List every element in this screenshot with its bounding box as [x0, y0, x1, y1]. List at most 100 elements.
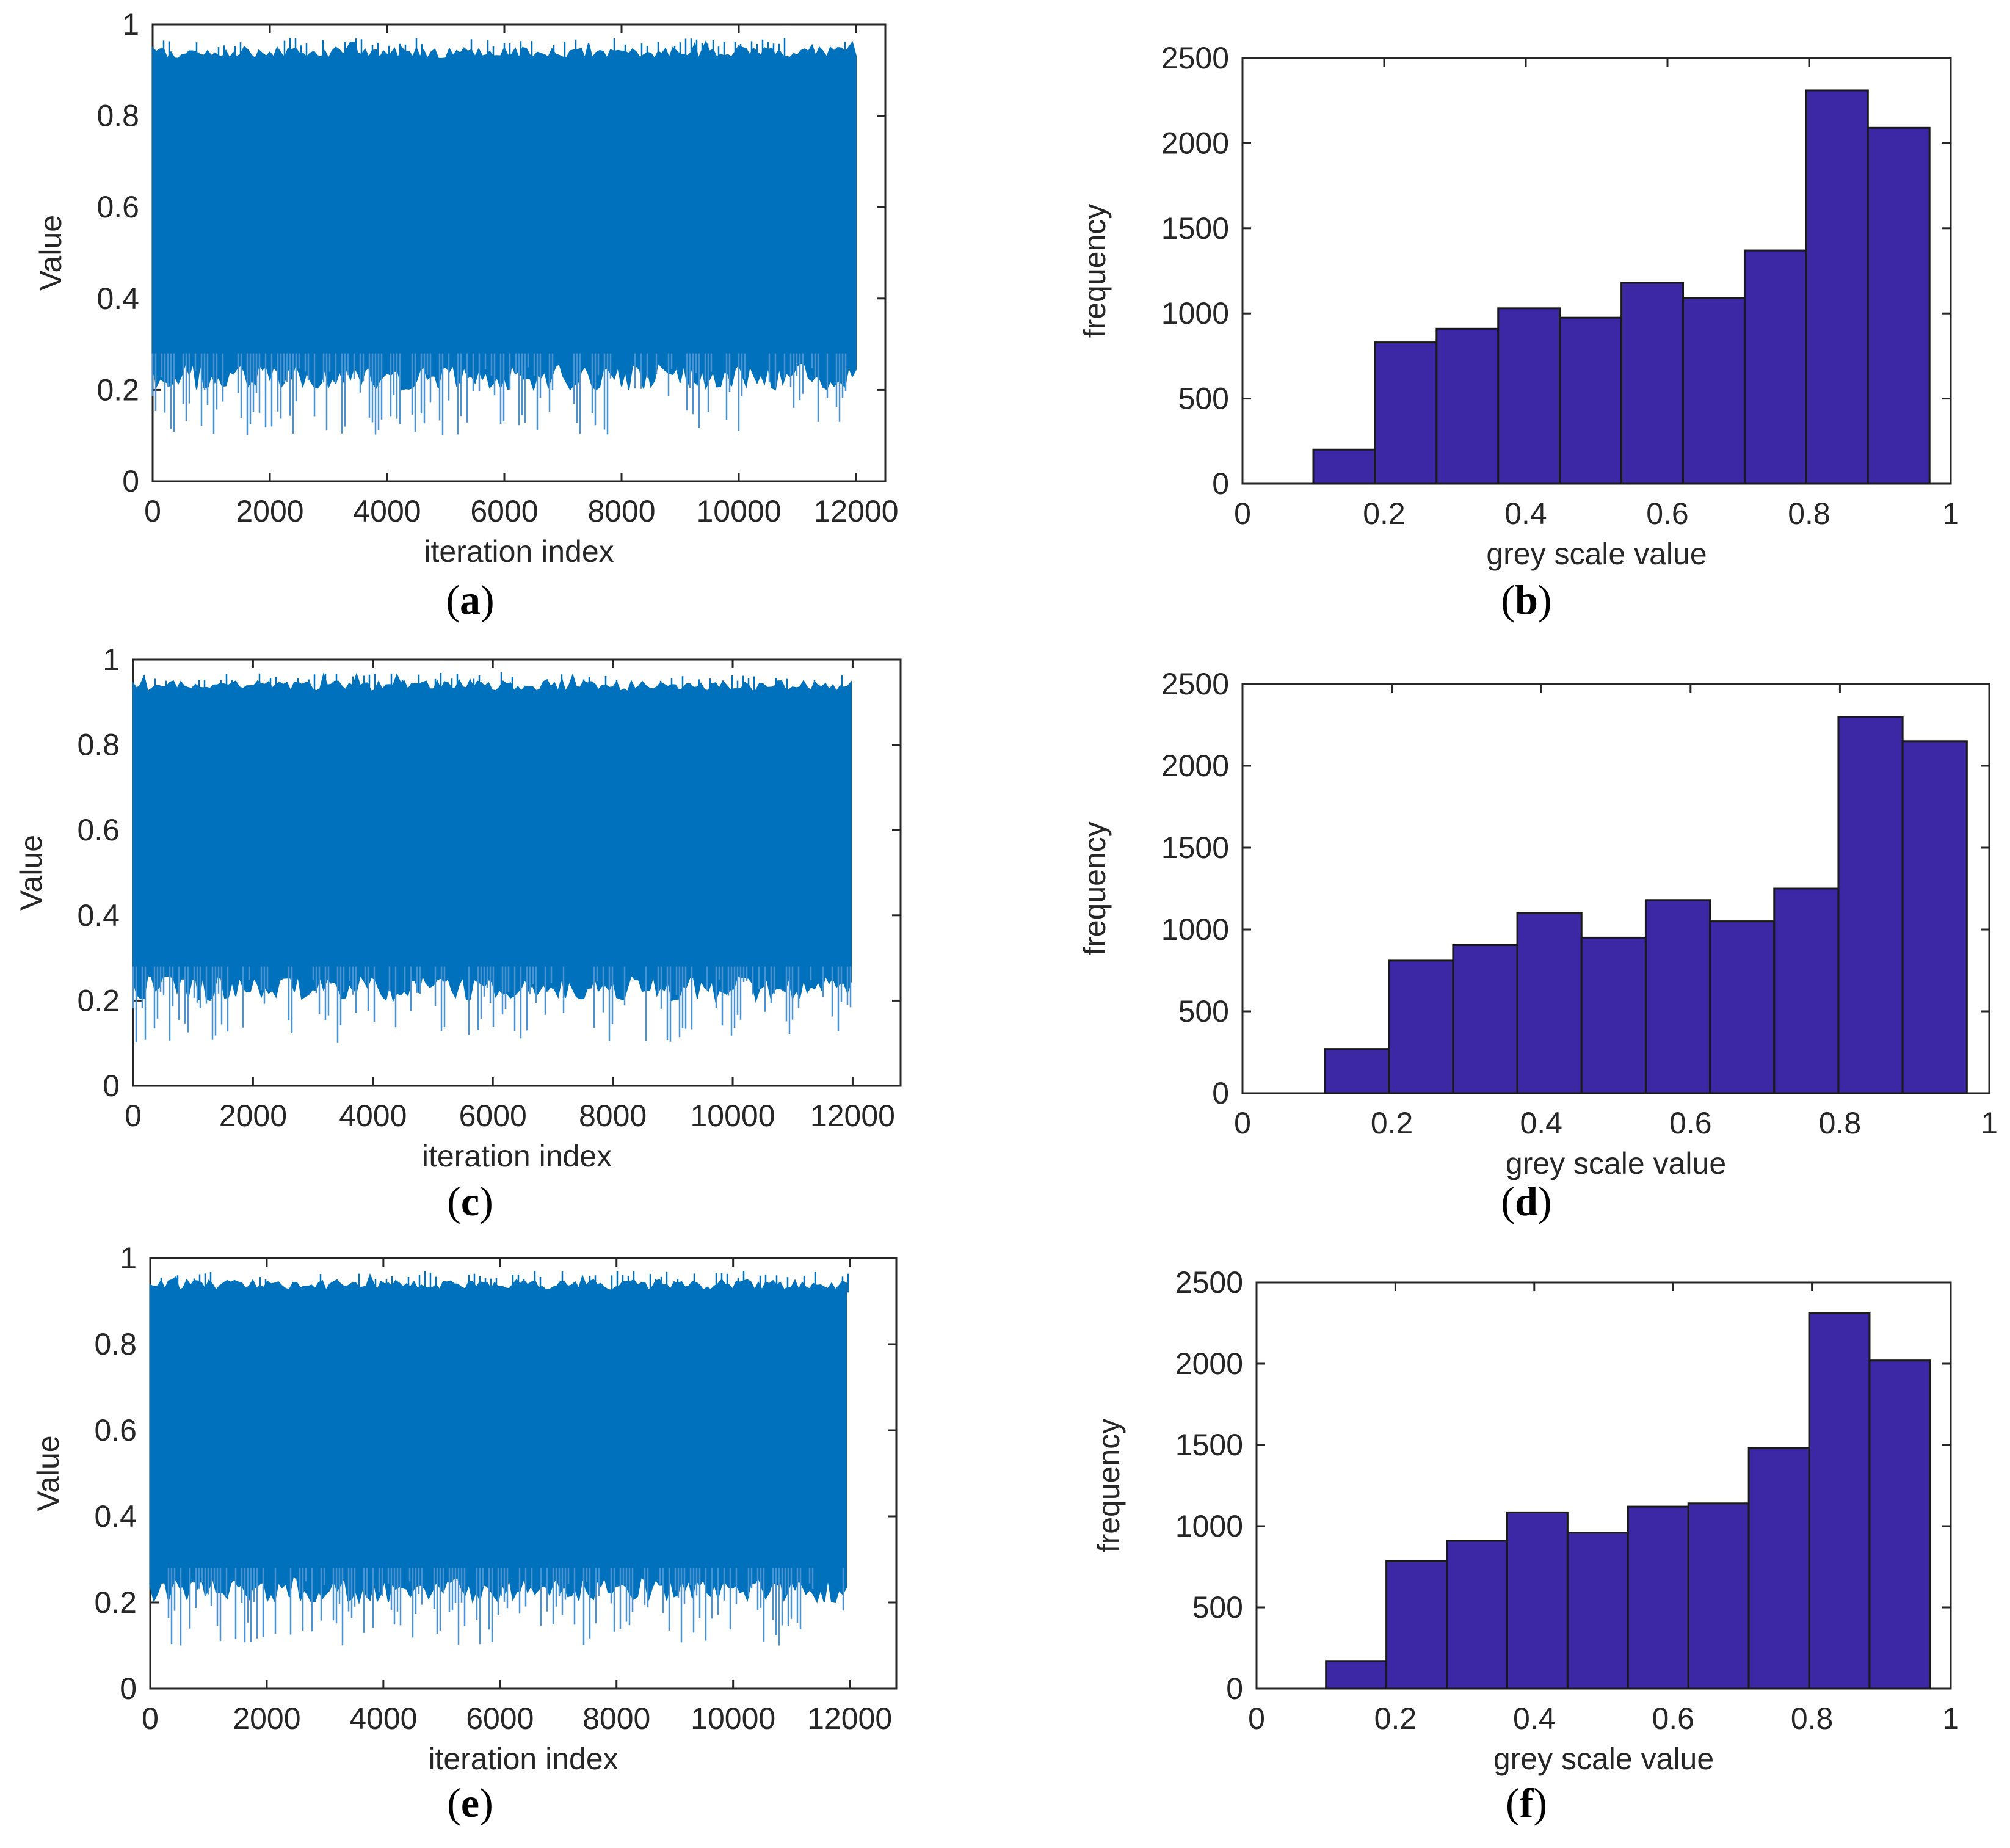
chart-panel-a: 0 2000 4000 6000 8000 10000 12000 0 0.2 0.4 0.6 0.8… [34, 7, 899, 623]
histogram-bar [1385, 1560, 1448, 1690]
trace-low-excursions [151, 353, 847, 435]
x-axis-title: grey scale value [1486, 537, 1707, 571]
histogram-bar [1435, 327, 1500, 485]
y-tick-label: 0.4 [96, 282, 139, 316]
x-tick-label: 0.2 [1374, 1701, 1417, 1736]
chart-panel-b: 0 0.2 0.4 0.6 0.8 1 0 500 1000 1500 2000 2500 grey s… [1078, 41, 1959, 623]
histogram-bar [1374, 341, 1438, 485]
chart-panel-c: 0 2000 4000 6000 8000 10000 12000 0 0.2 0.4 0.6 0.8… [14, 642, 902, 1224]
y-tick-label: 2000 [1161, 749, 1229, 783]
y-tick-label: 500 [1178, 994, 1229, 1028]
y-tick-label: 0.6 [96, 190, 139, 224]
x-tick-label: 4000 [339, 1099, 407, 1133]
histogram-bar [1867, 126, 1931, 485]
y-tick-label: 0 [1226, 1672, 1243, 1706]
x-axis-title: iteration index [428, 1742, 618, 1776]
histogram-bar [1837, 716, 1904, 1094]
x-axis-title: iteration index [424, 534, 614, 569]
y-axis-title: frequency [1078, 204, 1112, 338]
y-tick-label: 1000 [1175, 1509, 1243, 1543]
x-tick-label: 2000 [233, 1701, 300, 1736]
y-tick-label: 0 [122, 464, 139, 498]
histogram-bar [1709, 920, 1776, 1094]
x-tick-label: 2000 [219, 1099, 287, 1133]
panel-label: (a) [446, 577, 494, 623]
y-tick-label: 2500 [1175, 1265, 1243, 1300]
x-tick-label: 0.2 [1363, 497, 1406, 531]
y-tick-label: 0.4 [77, 898, 120, 933]
x-tick-label: 8000 [587, 494, 655, 528]
y-tick-label: 1 [103, 642, 120, 677]
y-tick-label: 500 [1178, 382, 1229, 416]
x-tick-label: 0 [142, 1701, 159, 1736]
trace-high-excursions [162, 38, 846, 61]
x-tick-label: 10000 [696, 494, 781, 528]
x-tick-label: 8000 [579, 1099, 647, 1133]
x-tick-label: 0.4 [1504, 497, 1547, 531]
histogram-bar [1901, 740, 1968, 1094]
y-tick-label: 500 [1192, 1590, 1243, 1624]
x-tick-label: 6000 [459, 1099, 527, 1133]
histogram-bar [1805, 89, 1869, 485]
x-tick-label: 0.6 [1669, 1106, 1712, 1140]
x-tick-label: 0 [1234, 497, 1251, 531]
histogram-bar [1324, 1048, 1390, 1094]
x-tick-label: 6000 [470, 494, 538, 528]
y-tick-label: 2000 [1161, 126, 1229, 160]
x-tick-label: 0 [1234, 1106, 1251, 1140]
histogram-bar [1566, 1532, 1629, 1690]
histogram-bar [1868, 1359, 1931, 1690]
x-tick-label: 0.8 [1788, 497, 1830, 531]
y-tick-label: 0 [1212, 467, 1229, 501]
chart-panel-e: 0 2000 4000 6000 8000 10000 12000 0 0.2 0.4 0.6 0.8… [31, 1241, 898, 1826]
panel-label: (b) [1501, 577, 1551, 623]
y-tick-label: 2000 [1175, 1347, 1243, 1381]
histogram-bar [1452, 944, 1518, 1094]
y-tick-label: 0.2 [94, 1585, 137, 1620]
trace-band [150, 1273, 847, 1605]
x-tick-label: 10000 [691, 1099, 775, 1133]
trace-low-excursions [167, 1568, 844, 1646]
histogram-bar [1773, 887, 1840, 1094]
histogram-bar [1559, 316, 1623, 485]
y-tick-label: 0 [103, 1069, 120, 1103]
histogram-bar [1325, 1660, 1388, 1690]
chart-panel-d: 0 0.2 0.4 0.6 0.8 1 0 500 1000 1500 2000 2500 grey s… [1078, 667, 1998, 1224]
y-tick-label: 0.2 [96, 373, 139, 407]
x-tick-label: 0.8 [1819, 1106, 1862, 1140]
histogram-bar [1682, 297, 1746, 485]
histogram-bar [1580, 936, 1647, 1094]
x-tick-label: 0 [1248, 1701, 1265, 1736]
y-tick-label: 1500 [1161, 211, 1229, 246]
x-tick-label: 1 [1942, 497, 1959, 531]
x-tick-label: 0.6 [1646, 497, 1689, 531]
x-tick-label: 12000 [807, 1701, 892, 1736]
y-tick-label: 0.8 [94, 1327, 137, 1361]
panel-label: (d) [1501, 1178, 1551, 1224]
y-tick-label: 0.8 [77, 728, 120, 762]
histogram-bar [1388, 959, 1454, 1094]
histogram-bar [1620, 282, 1685, 485]
histogram-bar [1747, 1447, 1810, 1690]
histogram-bar [1743, 249, 1807, 485]
chart-panel-f: 0 0.2 0.4 0.6 0.8 1 0 500 1000 1500 2000 2500 grey s… [1092, 1265, 1959, 1826]
x-axis-title: grey scale value [1493, 1742, 1714, 1776]
y-tick-label: 1 [120, 1241, 137, 1275]
histogram-bar [1687, 1502, 1750, 1690]
y-tick-label: 1 [122, 7, 139, 42]
x-tick-label: 0.6 [1652, 1701, 1694, 1736]
y-axis-title: Value [34, 215, 68, 291]
x-tick-label: 8000 [582, 1701, 650, 1736]
y-tick-label: 0.6 [94, 1413, 137, 1447]
panel-label: (e) [447, 1780, 493, 1826]
x-tick-label: 1 [1942, 1701, 1959, 1736]
x-tick-label: 0 [125, 1099, 142, 1133]
trace-high-excursions [143, 672, 843, 694]
y-tick-label: 0.6 [77, 813, 120, 847]
panel-label: (c) [447, 1178, 493, 1224]
histogram-bar [1644, 899, 1711, 1094]
x-tick-label: 4000 [349, 1701, 417, 1736]
x-axis-title: grey scale value [1506, 1146, 1726, 1180]
y-tick-label: 1500 [1161, 831, 1229, 865]
x-tick-label: 0.4 [1513, 1701, 1556, 1736]
